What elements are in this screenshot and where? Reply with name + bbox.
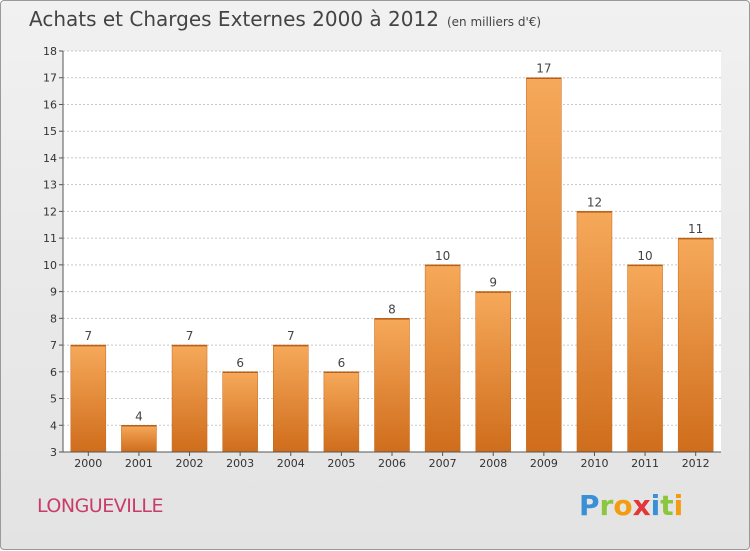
- x-tick-label: 2006: [378, 457, 406, 470]
- chart-title: Achats et Charges Externes 2000 à 2012 (e…: [29, 7, 541, 31]
- x-tick-label: 2000: [74, 457, 102, 470]
- y-tick-label: 5: [50, 393, 57, 406]
- brand-letter: P: [579, 489, 600, 522]
- y-tick-label: 13: [43, 179, 57, 192]
- y-tick-label: 14: [43, 152, 57, 165]
- bar: [374, 318, 410, 453]
- brand-letter: r: [599, 489, 614, 522]
- y-tick-label: 7: [50, 339, 57, 352]
- data-label: 6: [236, 356, 244, 370]
- data-label: 8: [388, 302, 396, 316]
- x-tick-label: 2009: [530, 457, 558, 470]
- brand-letter: i: [650, 489, 661, 522]
- bar: [526, 77, 562, 453]
- bar: [576, 211, 613, 453]
- x-tick-label: 2012: [682, 457, 710, 470]
- brand-letter: i: [673, 489, 684, 522]
- chart-title-text: Achats et Charges Externes 2000 à 2012: [29, 7, 439, 31]
- bar: [222, 371, 258, 453]
- y-tick-label: 11: [43, 232, 57, 245]
- y-tick-label: 3: [50, 446, 57, 459]
- bar: [424, 264, 461, 453]
- chart-unit: (en milliers d'€): [446, 15, 542, 29]
- data-label: 7: [287, 329, 295, 343]
- bar: [627, 264, 663, 453]
- bar: [273, 344, 309, 453]
- brand-letter: t: [660, 489, 674, 522]
- location-label: LONGUEVILLE: [37, 495, 164, 517]
- x-tick-label: 2005: [327, 457, 355, 470]
- data-label: 12: [587, 195, 602, 209]
- data-label: 11: [688, 222, 703, 236]
- x-tick-label: 2001: [125, 457, 153, 470]
- brand-logo: Proxiti: [579, 489, 683, 522]
- y-tick-label: 17: [43, 72, 57, 85]
- data-label: 17: [536, 62, 551, 76]
- y-tick-label: 6: [50, 366, 57, 379]
- brand-letter: x: [632, 489, 651, 522]
- x-tick-label: 2003: [226, 457, 254, 470]
- x-tick-label: 2007: [429, 457, 457, 470]
- data-label: 10: [637, 249, 652, 263]
- data-label: 4: [135, 409, 143, 423]
- x-tick-label: 2002: [176, 457, 204, 470]
- data-label: 6: [338, 356, 346, 370]
- y-tick-label: 4: [50, 419, 57, 432]
- bar: [70, 344, 107, 453]
- y-tick-label: 12: [43, 205, 57, 218]
- x-tick-label: 2011: [631, 457, 659, 470]
- bar: [171, 344, 208, 453]
- bar: [323, 371, 360, 453]
- y-tick-label: 16: [43, 98, 57, 111]
- y-tick-label: 9: [50, 286, 57, 299]
- y-tick-label: 18: [43, 45, 57, 58]
- bar: [677, 237, 714, 453]
- brand-letter: o: [613, 489, 633, 522]
- y-tick-label: 15: [43, 125, 57, 138]
- data-label: 9: [489, 276, 497, 290]
- data-label: 7: [186, 329, 194, 343]
- x-tick-label: 2008: [479, 457, 507, 470]
- bar: [475, 291, 511, 453]
- y-tick-label: 8: [50, 312, 57, 325]
- data-label: 10: [435, 249, 450, 263]
- y-tick-label: 10: [43, 259, 57, 272]
- x-tick-label: 2010: [580, 457, 608, 470]
- data-label: 7: [84, 329, 92, 343]
- bar: [121, 425, 157, 453]
- x-tick-label: 2004: [277, 457, 305, 470]
